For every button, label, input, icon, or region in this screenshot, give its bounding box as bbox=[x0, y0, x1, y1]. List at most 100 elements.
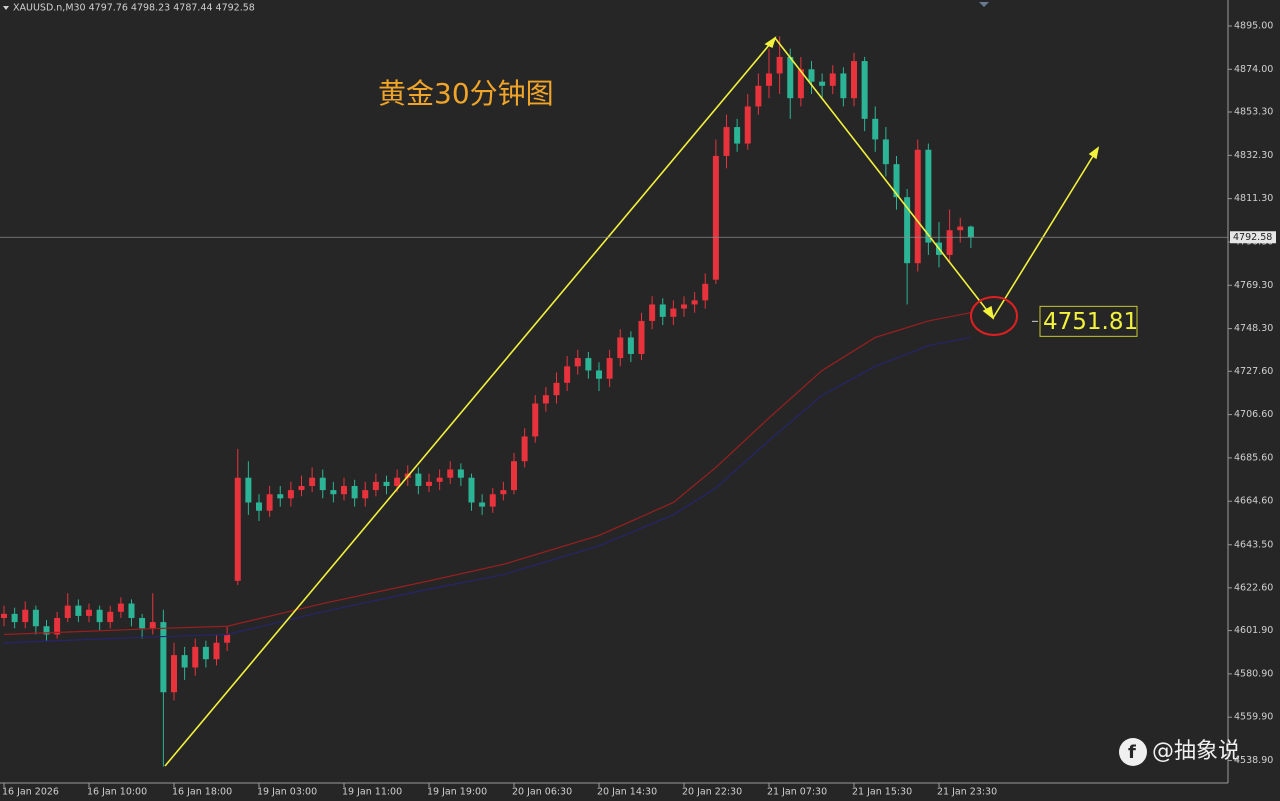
menu-triangle[interactable] bbox=[3, 6, 9, 10]
candle-body bbox=[234, 477, 241, 581]
annotation-box bbox=[1039, 305, 1138, 337]
x-tick-label: 21 Jan 15:30 bbox=[852, 787, 912, 798]
candle-body bbox=[351, 485, 358, 499]
scroll-marker bbox=[979, 2, 989, 7]
candle-body bbox=[681, 304, 687, 309]
candle-body bbox=[277, 494, 284, 499]
candle-body bbox=[96, 609, 103, 623]
candle-body bbox=[797, 69, 804, 99]
candle-body bbox=[542, 395, 549, 404]
candle-body bbox=[712, 155, 719, 280]
candle-body bbox=[946, 230, 953, 255]
candle-body bbox=[479, 502, 486, 507]
candle-body bbox=[861, 61, 868, 119]
candle-body bbox=[787, 56, 794, 99]
candle-body bbox=[32, 609, 39, 627]
candle-body bbox=[43, 626, 50, 635]
candle-body bbox=[606, 358, 613, 379]
candle-body bbox=[829, 73, 836, 86]
x-tick-label: 20 Jan 22:30 bbox=[682, 787, 742, 798]
y-tick-label: 4853.30 bbox=[1234, 107, 1273, 118]
candle-body bbox=[691, 300, 698, 305]
candle-body bbox=[819, 81, 826, 86]
y-tick-label: 4811.30 bbox=[1234, 193, 1273, 204]
moving-average bbox=[3, 336, 971, 644]
y-tick-label: 4874.00 bbox=[1234, 64, 1273, 75]
candle-body bbox=[245, 477, 252, 503]
y-tick-label: 4643.50 bbox=[1234, 539, 1273, 550]
candle-body bbox=[914, 149, 921, 264]
candle-body bbox=[330, 490, 337, 495]
y-tick-label: 4622.60 bbox=[1234, 582, 1273, 593]
candle-body bbox=[638, 320, 645, 354]
candle-body bbox=[160, 622, 167, 693]
candle-body bbox=[362, 490, 369, 499]
candle-body bbox=[426, 481, 432, 486]
candle-body bbox=[734, 127, 741, 144]
candle-body bbox=[500, 490, 507, 495]
y-tick-label: 4664.60 bbox=[1234, 496, 1273, 507]
annotation-label: 4751.81 bbox=[1043, 309, 1138, 335]
candle-body bbox=[117, 603, 124, 612]
candle-body bbox=[298, 485, 305, 491]
candle-body bbox=[468, 477, 475, 503]
x-tick-label: 21 Jan 23:30 bbox=[937, 787, 997, 798]
y-tick-label: 4601.90 bbox=[1234, 625, 1273, 636]
x-tick-label: 16 Jan 2026 bbox=[2, 787, 59, 798]
x-tick-label: 21 Jan 07:30 bbox=[767, 787, 827, 798]
current-price-label: 4792.58 bbox=[1233, 232, 1272, 243]
candle-body bbox=[766, 73, 772, 86]
candle-body bbox=[372, 481, 379, 491]
candle-body bbox=[75, 605, 82, 616]
candle-body bbox=[882, 139, 889, 165]
x-tick-label: 16 Jan 18:00 bbox=[172, 787, 232, 798]
candle-body bbox=[744, 106, 751, 144]
candle-body bbox=[872, 118, 879, 140]
x-tick-label: 19 Jan 11:00 bbox=[342, 787, 402, 798]
candle-body bbox=[617, 337, 624, 359]
x-tick-label: 20 Jan 14:30 bbox=[597, 787, 657, 798]
candle-body bbox=[553, 382, 560, 396]
candle-body bbox=[723, 127, 730, 156]
candle-body bbox=[139, 617, 146, 629]
candle-body bbox=[840, 73, 847, 99]
candle-body bbox=[64, 605, 71, 618]
candle-body bbox=[967, 226, 974, 238]
moving-average bbox=[3, 312, 971, 636]
target-circle bbox=[970, 296, 1018, 336]
candle-body bbox=[574, 358, 581, 367]
candle-body bbox=[532, 403, 539, 437]
candle-body bbox=[489, 494, 496, 507]
current-price-box bbox=[1230, 231, 1276, 244]
candle-body bbox=[415, 473, 422, 486]
candle-body bbox=[319, 477, 326, 491]
candle-body bbox=[851, 61, 857, 99]
x-tick-label: 19 Jan 03:00 bbox=[257, 787, 317, 798]
trend-arrows bbox=[164, 36, 1099, 767]
candle-body bbox=[266, 494, 273, 511]
y-tick-label: 4685.60 bbox=[1234, 452, 1273, 463]
candle-body bbox=[755, 85, 762, 107]
x-tick-label: 19 Jan 19:00 bbox=[427, 787, 487, 798]
header: XAUUSD.n,M30 4797.76 4798.23 4787.44 479… bbox=[13, 3, 255, 14]
candle-body bbox=[457, 469, 464, 478]
candle-body bbox=[893, 164, 900, 198]
arrow-heads bbox=[764, 36, 1100, 320]
candle-body bbox=[149, 622, 156, 629]
candle-body bbox=[383, 481, 390, 486]
candle-body bbox=[659, 304, 666, 317]
y-tick-label: 4748.30 bbox=[1234, 323, 1273, 334]
candle-body bbox=[394, 477, 401, 486]
candle-body bbox=[192, 646, 199, 668]
candle-body bbox=[511, 461, 517, 491]
candle-body bbox=[627, 337, 634, 354]
y-tick-label: 4559.90 bbox=[1234, 712, 1273, 723]
x-tick-label: 20 Jan 06:30 bbox=[512, 787, 572, 798]
svg-text:f: f bbox=[1128, 742, 1136, 763]
candle-body bbox=[341, 485, 347, 495]
candle-body bbox=[649, 304, 656, 321]
candle-body bbox=[585, 358, 592, 371]
candle-body bbox=[521, 436, 528, 462]
y-tick-label: 4832.30 bbox=[1234, 150, 1273, 161]
